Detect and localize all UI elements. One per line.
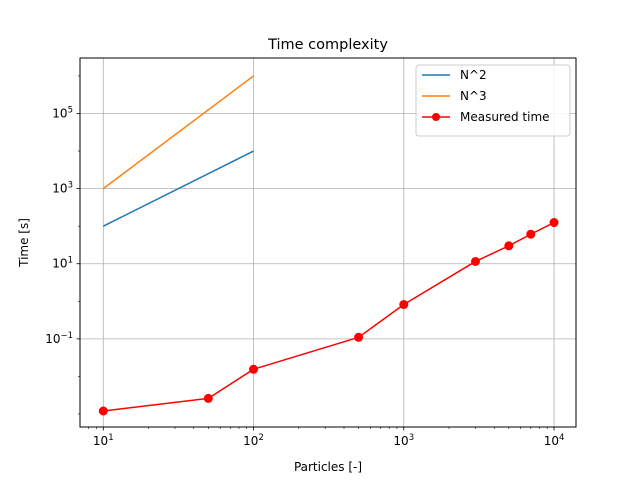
y-axis-title: Time [s]: [17, 218, 31, 268]
data-point: [504, 241, 514, 251]
y-tick-label: 101: [52, 256, 73, 271]
legend-item: N^3: [422, 89, 487, 103]
series-line: [102, 75, 254, 190]
x-tick-label: 104: [544, 433, 565, 448]
legend-label: Measured time: [460, 110, 550, 124]
legend-label: N^3: [460, 89, 487, 103]
data-point: [470, 256, 480, 266]
series-line: [102, 150, 254, 227]
data-point: [526, 229, 536, 239]
data-point: [203, 393, 213, 403]
legend-box: [415, 64, 571, 137]
x-axis-title: Particles [-]: [294, 460, 362, 474]
legend-item: Measured time: [422, 110, 550, 124]
series-layer: [98, 75, 559, 416]
data-point: [354, 332, 364, 342]
legend-marker: [432, 113, 440, 121]
legend-item: N^2: [422, 68, 487, 82]
series-1: [102, 75, 254, 190]
legend-label: N^2: [460, 68, 487, 82]
x-tick-label: 101: [93, 433, 114, 448]
data-point: [98, 406, 108, 416]
x-tick-label: 103: [393, 433, 414, 448]
series-0: [102, 150, 254, 227]
y-tick-label: 10−1: [45, 331, 73, 346]
plot-frame: [79, 57, 577, 428]
data-point: [249, 364, 259, 374]
data-point: [399, 300, 409, 310]
y-tick-label: 105: [52, 105, 73, 120]
ticks: 101 102 103 104 10−1 101 103 105: [45, 75, 565, 448]
data-point: [549, 218, 559, 228]
legend: N^2 N^3 Measured time: [415, 64, 571, 137]
chart-title: Time complexity: [267, 37, 388, 53]
x-tick-label: 102: [243, 433, 264, 448]
y-tick-label: 103: [52, 181, 73, 196]
series-2: [98, 218, 559, 416]
